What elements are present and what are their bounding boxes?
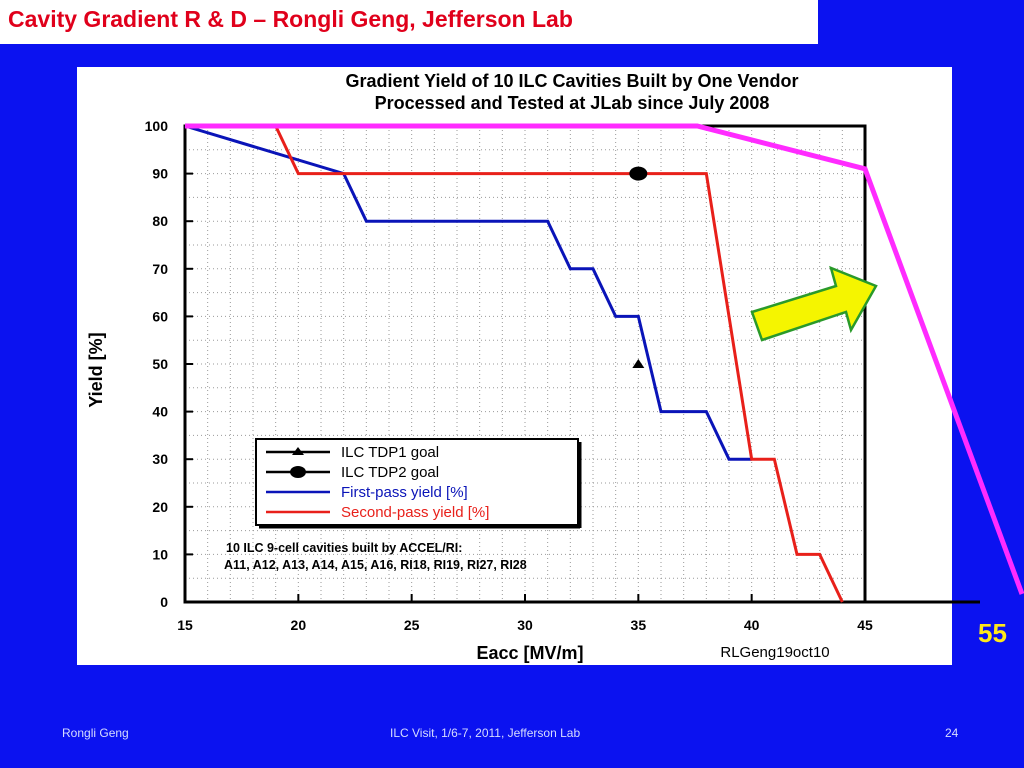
y-tick-label: 80 — [152, 213, 168, 229]
x-tick-label: 45 — [857, 617, 873, 633]
legend: ILC TDP1 goal ILC TDP2 goal First-pass yie… — [255, 438, 582, 529]
plot-panel — [77, 67, 952, 665]
y-tick-label: 50 — [152, 356, 168, 372]
y-tick-label: 90 — [152, 166, 168, 182]
chart-title-line: Processed and Tested at JLab since July … — [375, 93, 770, 113]
first-pass-yield-line — [184, 124, 752, 461]
x-tick-label: 20 — [291, 617, 307, 633]
slide-title: Cavity Gradient R & D – Rongli Geng, Jef… — [8, 6, 573, 32]
x-axis-label: Eacc [MV/m] — [476, 643, 583, 663]
cavity-annotation-line: 10 ILC 9-cell cavities built by ACCEL/RI… — [226, 541, 462, 555]
y-axis-label: Yield [%] — [86, 332, 106, 407]
x-tick-label: 40 — [744, 617, 760, 633]
magenta-envelope-line — [185, 123, 1024, 595]
chart-axes — [183, 124, 980, 604]
x-tick-label: 15 — [177, 617, 193, 633]
axis-labels: Eacc [MV/m] Yield [%] RLGeng19oct10 — [86, 332, 830, 663]
overlay-lines — [185, 123, 1024, 595]
chart-title: Gradient Yield of 10 ILC Cavities Built … — [345, 71, 798, 113]
tick-labels: 15 20 25 30 35 40 45 0 10 20 30 40 50 60 70 80 90 100 — [145, 118, 873, 633]
highlight-arrow — [750, 265, 878, 342]
legend-circle-marker — [290, 466, 306, 478]
legend-label: Second-pass yield [%] — [341, 504, 489, 521]
chart-title-line: Gradient Yield of 10 ILC Cavities Built … — [345, 71, 798, 91]
title-bar: Cavity Gradient R & D – Rongli Geng, Jef… — [0, 0, 818, 44]
x-tick-label: 25 — [404, 617, 420, 633]
cavity-annotation-line: A11, A12, A13, A14, A15, A16, RI18, RI19… — [224, 558, 527, 572]
y-tick-label: 20 — [152, 499, 168, 515]
footer-page-number: 24 — [945, 726, 959, 740]
side-number: 55 — [978, 618, 1007, 648]
footer-author: Rongli Geng — [62, 726, 129, 740]
footer-event: ILC Visit, 1/6-7, 2011, Jefferson Lab — [390, 726, 581, 740]
y-tick-label: 0 — [160, 594, 168, 610]
yellow-arrow — [750, 265, 878, 342]
legend-triangle-marker — [292, 447, 304, 455]
legend-label: First-pass yield [%] — [341, 484, 468, 501]
y-tick-label: 60 — [152, 308, 168, 324]
y-tick-label: 40 — [152, 404, 168, 420]
second-pass-yield-line — [185, 124, 844, 603]
tdp1-goal-marker — [632, 359, 645, 368]
legend-label: ILC TDP1 goal — [341, 444, 439, 461]
goal-markers — [629, 166, 648, 368]
cavity-annotation: 10 ILC 9-cell cavities built by ACCEL/RI… — [224, 541, 527, 572]
legend-label: ILC TDP2 goal — [341, 464, 439, 481]
x-tick-label: 30 — [517, 617, 533, 633]
tdp2-goal-marker — [629, 166, 648, 181]
y-tick-label: 100 — [145, 118, 169, 134]
series-lines — [184, 124, 844, 603]
x-tick-label: 35 — [631, 617, 647, 633]
y-tick-label: 70 — [152, 261, 168, 277]
legend-box — [255, 438, 579, 526]
chart-credit: RLGeng19oct10 — [720, 644, 829, 661]
y-tick-label: 10 — [152, 546, 168, 562]
y-tick-label: 30 — [152, 451, 168, 467]
chart-grid — [185, 126, 865, 602]
